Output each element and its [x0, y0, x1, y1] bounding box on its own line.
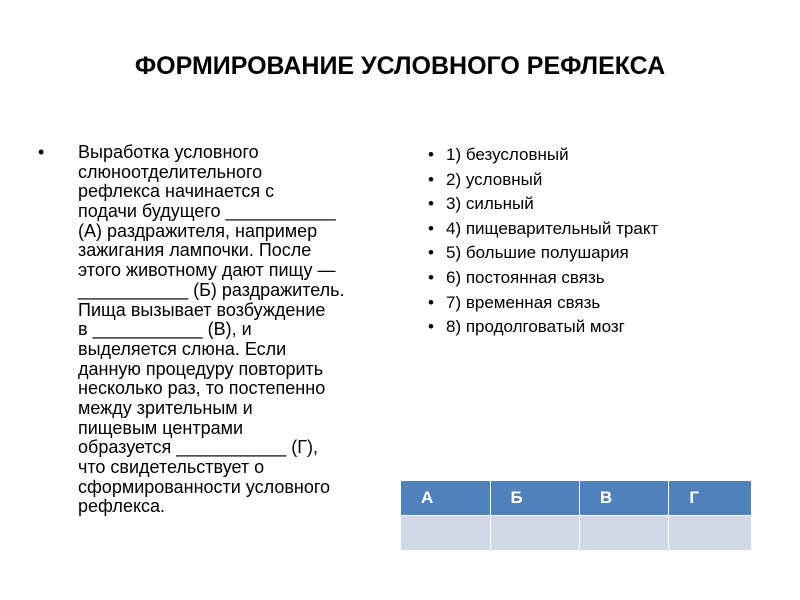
text-line: в ___________ (В), и: [78, 319, 252, 340]
option-item: • 5) большие полушария: [428, 241, 658, 266]
option-label: 7) временная связь: [446, 292, 601, 312]
option-label: 1) безусловный: [446, 145, 569, 164]
text-line: этого животному дают пищу —: [78, 260, 336, 281]
text-line: ___________ (Б) раздражитель.: [78, 279, 345, 300]
bullet: •: [428, 317, 434, 337]
option-item: • 8) продолговатый мозг: [428, 315, 658, 340]
bullet: •: [428, 292, 434, 312]
answer-cell-b[interactable]: [489, 515, 580, 551]
option-label: 4) пищеварительный тракт: [446, 218, 659, 238]
bullet: •: [428, 218, 434, 238]
header-g: Г: [668, 480, 752, 516]
header-b: Б: [489, 480, 580, 516]
text-line: сформированности условного: [78, 476, 331, 497]
bullet: •: [428, 243, 434, 263]
header-a: А: [400, 480, 491, 516]
text-line: Выработка условного: [78, 142, 259, 162]
answer-cell-v[interactable]: [578, 515, 670, 551]
text-line: между зрительным и: [78, 397, 253, 418]
option-item: • 2) условный: [428, 168, 658, 193]
bullet: •: [428, 145, 434, 164]
text-line: что свидетельствует о: [78, 457, 265, 477]
option-item: • 4) пищеварительный тракт: [428, 217, 658, 242]
option-label: 6) постоянная связь: [446, 267, 605, 287]
slide-title: ФОРМИРОВАНИЕ УСЛОВНОГО РЕФЛЕКСА: [134, 52, 666, 80]
text-line: подачи будущего ___________: [78, 201, 336, 222]
option-label: 3) сильный: [446, 194, 534, 214]
option-item: • 6) постоянная связь: [428, 266, 658, 291]
task-text: Выработка условного слюноотделительного ре…: [78, 142, 345, 517]
text-line: образуется ___________ (Г),: [78, 437, 319, 458]
bullet: •: [428, 267, 434, 287]
option-label: 5) большие полушария: [446, 243, 629, 263]
text-line: слюноотделительного: [78, 161, 263, 182]
text-line: Пища вызывает возбуждение: [78, 299, 326, 320]
bullet: •: [38, 142, 45, 162]
answer-table: А Б В Г: [400, 480, 752, 551]
text-line: выделяется слюна. Если: [78, 338, 287, 359]
text-line: рефлекса.: [78, 496, 166, 517]
option-item: • 7) временная связь: [428, 291, 658, 316]
text-line: рефлекса начинается с: [78, 181, 275, 202]
option-label: 2) условный: [446, 169, 543, 189]
option-label: 8) продолговатый мозг: [446, 317, 625, 337]
text-line: (А) раздражителя, например: [78, 220, 318, 241]
text-line: пищевым центрами: [78, 417, 244, 438]
bullet: •: [428, 194, 434, 214]
answer-cell-g[interactable]: [668, 515, 752, 551]
header-v: В: [578, 480, 670, 516]
options-list: • 1) безусловный • 2) условный • 3) сильный • 4…: [428, 143, 658, 340]
text-line: данную процедуру повторить: [78, 358, 324, 379]
bullet: •: [428, 169, 434, 189]
text-line: несколько раз, то постепенно: [78, 378, 326, 399]
option-item: • 1) безусловный: [428, 143, 658, 168]
answer-cell-a[interactable]: [400, 515, 491, 551]
text-line: зажигания лампочки. После: [78, 240, 312, 261]
option-item: • 3) сильный: [428, 192, 658, 217]
